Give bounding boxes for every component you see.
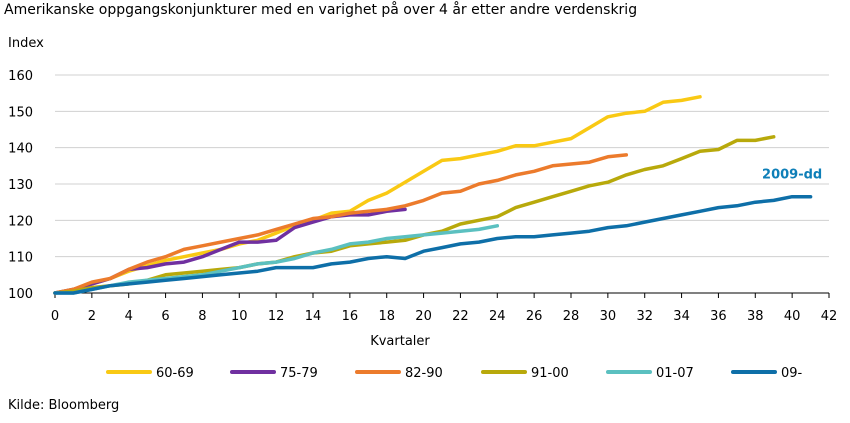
legend-label-91-00: 91-00	[531, 366, 569, 381]
chart-title: Amerikanske oppgangskonjunkturer med en …	[4, 2, 638, 18]
x-tick-label: 16	[342, 309, 359, 324]
y-tick-label: 140	[8, 142, 33, 157]
series-line-01-07	[53, 224, 500, 295]
legend-label-60-69: 60-69	[156, 366, 194, 381]
series-lines	[53, 95, 813, 295]
x-tick-label: 4	[125, 309, 133, 324]
y-tick-label: 130	[8, 178, 33, 193]
legend-label-09-: 09-	[781, 366, 803, 381]
x-tick-label: 18	[378, 309, 395, 324]
y-tick-label: 100	[8, 287, 33, 302]
x-tick-label: 2	[88, 309, 96, 324]
x-tick-label: 34	[673, 309, 690, 324]
x-tick-label: 6	[161, 309, 169, 324]
legend-label-82-90: 82-90	[405, 366, 443, 381]
x-tick-label: 0	[51, 309, 59, 324]
x-tick-label: 28	[563, 309, 580, 324]
x-tick-label: 26	[526, 309, 543, 324]
x-tick-label: 24	[489, 309, 506, 324]
source-note: Kilde: Bloomberg	[8, 398, 120, 413]
y-tick-label: 110	[8, 251, 33, 266]
legend-label-75-79: 75-79	[280, 366, 318, 381]
series-line-82-90	[53, 153, 629, 295]
legend: 60-69 75-79 82-90 91-00 01-07 09-	[106, 366, 803, 381]
series-line-60-69	[53, 95, 702, 295]
x-tick-label: 22	[452, 309, 469, 324]
legend-label-01-07: 01-07	[656, 366, 694, 381]
series-line-09-	[53, 194, 813, 295]
y-tick-label: 120	[8, 214, 33, 229]
x-tick-label: 42	[821, 309, 838, 324]
x-tick-label: 10	[231, 309, 248, 324]
x-axis-label: Kvartaler	[370, 334, 430, 349]
series-line-91-00	[53, 135, 776, 295]
x-tick-label: 40	[784, 309, 801, 324]
series-annotation: 2009-dd	[762, 168, 822, 183]
x-tick-label: 20	[415, 309, 432, 324]
x-tick-label: 14	[305, 309, 322, 324]
y-tick-label: 160	[8, 69, 33, 84]
x-tick-label: 8	[198, 309, 206, 324]
x-tick-label: 36	[710, 309, 727, 324]
x-tick-label: 32	[636, 309, 653, 324]
y-tick-label: 150	[8, 105, 33, 120]
x-tick-label: 12	[268, 309, 285, 324]
y-axis-label: Index	[8, 36, 44, 51]
x-tick-label: 30	[600, 309, 617, 324]
axes	[54, 292, 830, 298]
x-tick-label: 38	[747, 309, 764, 324]
